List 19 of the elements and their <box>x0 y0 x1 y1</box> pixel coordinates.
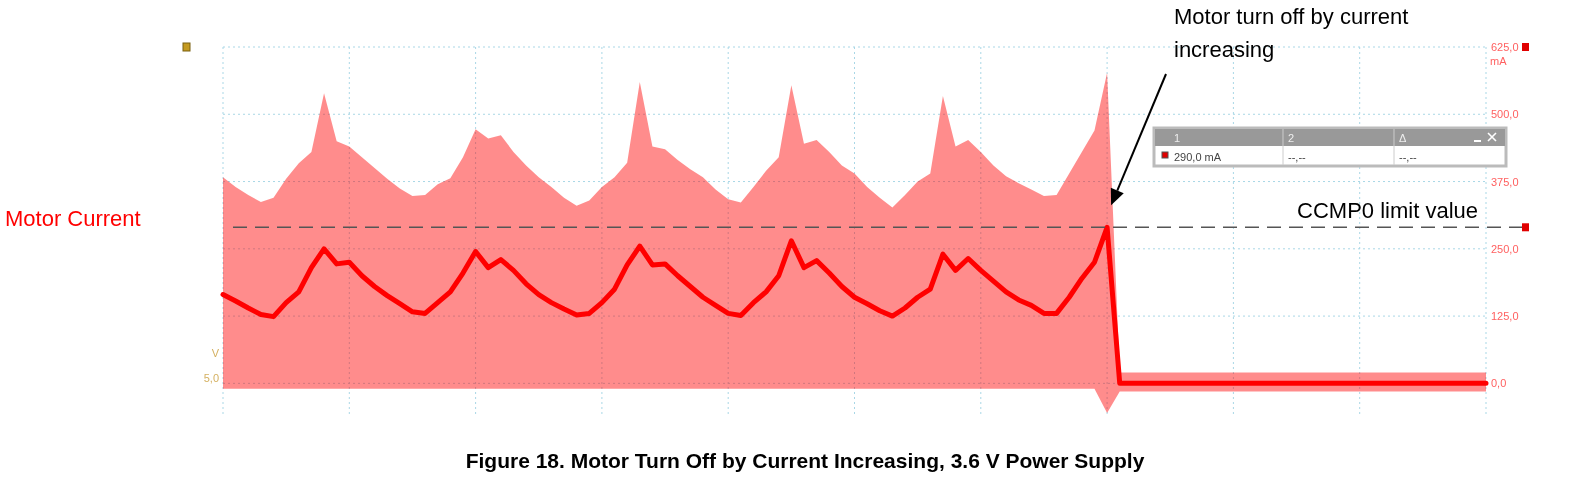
annotation: --,-- <box>1288 151 1307 163</box>
y-tick-label: 625,0 <box>1491 41 1519 54</box>
annotation: 2 <box>1288 132 1295 144</box>
y-tick-label: 250,0 <box>1491 242 1519 255</box>
y-axis-title: mA <box>1490 55 1508 67</box>
text: Motor Current <box>5 206 141 231</box>
y-tick-label: 375,0 <box>1491 175 1519 188</box>
annotation: 1 <box>1174 132 1181 144</box>
text: V <box>211 347 220 359</box>
annotation: Motor turn off by current increasing <box>1174 4 1409 62</box>
annotation: --,-- <box>1399 151 1418 163</box>
y-tick-label: 0,0 <box>1491 377 1507 390</box>
text: Figure 18. Motor Turn Off by Current Increasing, 3.6 V Power Supply <box>465 449 1145 472</box>
annotation: 290,0 mA <box>1174 151 1222 163</box>
y-tick-label: 500,0 <box>1491 108 1519 121</box>
ref-line-label: CCMP0 limit value <box>1297 198 1478 224</box>
text: 5,0 <box>203 372 219 384</box>
annotation: Δ <box>1399 132 1407 144</box>
y-tick-label: 125,0 <box>1491 310 1519 323</box>
